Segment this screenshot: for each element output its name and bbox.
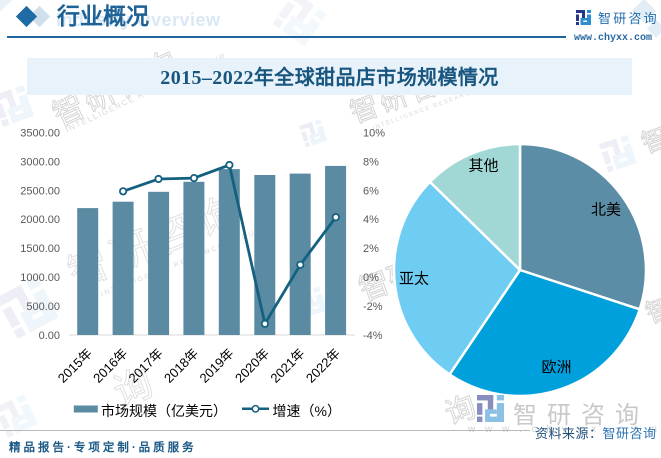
svg-text:2016年: 2016年 (90, 346, 130, 386)
svg-text:北美: 北美 (591, 202, 621, 219)
svg-text:欧洲: 欧洲 (542, 359, 572, 376)
svg-text:市场规模（亿美元）: 市场规模（亿美元） (101, 403, 227, 419)
svg-text:500.00: 500.00 (26, 301, 60, 313)
svg-text:2022年: 2022年 (303, 346, 343, 386)
svg-text:2021年: 2021年 (267, 346, 307, 386)
svg-text:其他: 其他 (469, 158, 499, 175)
svg-text:6%: 6% (363, 185, 379, 197)
svg-text:2015年: 2015年 (55, 346, 95, 386)
svg-text:亚太: 亚太 (399, 271, 429, 288)
svg-text:1000.00: 1000.00 (20, 272, 60, 284)
svg-text:1500.00: 1500.00 (20, 243, 60, 255)
svg-text:3000.00: 3000.00 (20, 156, 60, 168)
svg-text:4%: 4% (363, 214, 379, 226)
svg-text:2018年: 2018年 (161, 346, 201, 386)
svg-text:10%: 10% (363, 127, 385, 139)
svg-text:0%: 0% (363, 272, 379, 284)
svg-text:增速（%）: 增速（%） (273, 403, 341, 419)
svg-text:0.00: 0.00 (39, 330, 60, 342)
svg-text:2020年: 2020年 (232, 346, 272, 386)
svg-text:2500.00: 2500.00 (20, 185, 60, 197)
svg-text:-2%: -2% (363, 301, 383, 313)
svg-text:2017年: 2017年 (126, 346, 166, 386)
svg-text:8%: 8% (363, 156, 379, 168)
svg-text:2019年: 2019年 (196, 346, 236, 386)
svg-text:3500.00: 3500.00 (20, 127, 60, 139)
svg-text:2000.00: 2000.00 (20, 214, 60, 226)
svg-text:2%: 2% (363, 243, 379, 255)
svg-text:-4%: -4% (363, 330, 383, 342)
